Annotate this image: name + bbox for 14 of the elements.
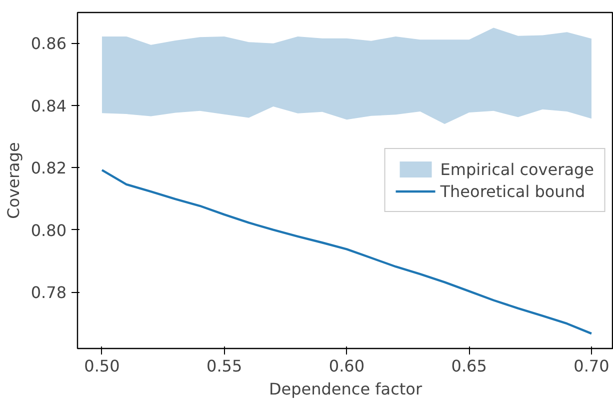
y-tick-label: 0.84: [30, 96, 66, 116]
x-tick-label: 0.70: [574, 356, 610, 376]
legend-label: Empirical coverage: [440, 160, 594, 178]
x-tick-label: 0.55: [206, 356, 242, 376]
x-axis-title: Dependence factor: [268, 380, 422, 398]
y-tick-label: 0.80: [30, 220, 66, 240]
y-tick-label: 0.82: [30, 158, 66, 178]
y-axis-title: Coverage: [4, 142, 23, 219]
legend-label: Theoretical bound: [440, 182, 586, 200]
y-tick-label: 0.78: [30, 283, 66, 302]
x-tick-label: 0.65: [451, 356, 487, 376]
x-tick-label: 0.50: [84, 356, 120, 376]
y-tick-label: 0.86: [30, 34, 66, 54]
x-tick-label: 0.60: [328, 356, 365, 376]
